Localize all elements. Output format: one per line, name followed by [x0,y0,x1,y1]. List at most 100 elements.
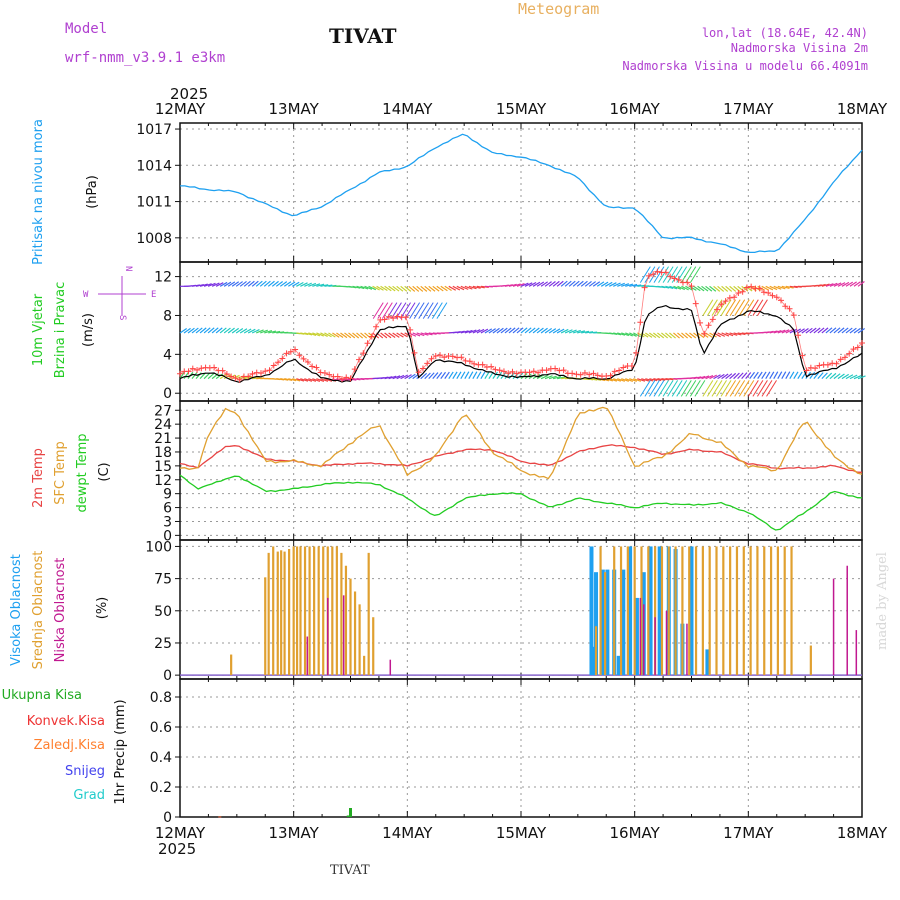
wind-direction-arrow [324,332,332,338]
wind-direction-arrow [316,283,325,287]
wind-direction-arrow [653,332,661,339]
wind-speed-point [356,356,363,363]
wind-direction-arrow [633,332,641,338]
wind-direction-arrow [637,378,646,382]
wind-direction-arrow [259,280,267,287]
wind-direction-arrow [845,281,854,287]
wind-speed-point [637,319,644,326]
wind-direction-arrow [765,330,774,334]
wind-speed-point [411,349,418,356]
wind-direction-arrow [857,328,865,334]
pressure-ytick-label: 1017 [136,122,172,138]
wind-direction-arrow [215,282,224,287]
wind-direction-arrow [673,285,682,290]
wind-direction-arrow [661,378,670,381]
wind-direction-arrow [420,285,428,292]
cloud-mid-bar [749,546,752,676]
cloud-low-bar [855,630,858,676]
cloud-mid-ylabel: Srednja Oblacnost [31,551,46,670]
sfc-temp-line [179,406,863,480]
wind-speed-point [419,365,426,372]
temp-unit: (C) [97,462,112,481]
wind-direction-arrow [179,328,187,334]
wind-speed-point [368,333,375,340]
cloud-mid-bar [790,546,793,676]
wind-speed-point [338,375,345,382]
wind-speed-point [509,368,516,375]
wind-direction-arrow [408,285,416,292]
wind-gust-hatch [658,266,669,283]
cloud-mid-bar [322,546,325,676]
wind-direction-arrow [857,375,866,380]
wind-gust-hatch [431,302,443,319]
wind-direction-arrow [320,378,329,382]
cloud-mid-bar [763,546,766,676]
wind-speed-point [245,373,252,380]
wind-direction-arrow [356,285,365,290]
lonlat-label: lon,lat (18.64E, 42.4N) [702,26,868,40]
wind-direction-arrow [320,284,329,287]
wind-direction-arrow [593,378,602,381]
wind-direction-arrow [468,285,477,290]
wind-direction-arrow [484,371,490,379]
wind-direction-arrow [841,373,850,380]
wind-direction-arrow [520,327,528,334]
wind-speed-point [424,360,431,367]
compass-w: W [83,290,89,300]
cloud-mid-bar [626,546,629,676]
wind-direction-arrow [625,283,634,287]
wind-direction-arrow [849,281,857,287]
wind-direction-arrow [617,378,626,382]
precip-total-bar [346,815,350,817]
wind-direction-arrow [677,285,686,291]
wind-gust-hatch [738,380,750,397]
wind-direction-arrow [677,332,684,339]
cloud-low-bar [832,578,835,676]
wind-direction-arrow [781,285,790,289]
wind-direction-arrow [580,280,588,287]
wind-direction-arrow [400,332,408,338]
wind-direction-arrow [785,328,794,334]
cloud-high-bar [621,569,626,676]
wind-direction-arrow [428,372,435,380]
cloud-high-bar [589,546,594,676]
wind-speed-point [633,349,640,356]
wind-direction-arrow [195,283,204,287]
wind-direction-arrow [765,285,774,291]
legend-total-rain: Ukupna Kisa [2,688,82,703]
cloud-mid-bar [230,654,233,676]
wind-direction-arrow [187,327,195,334]
wind-direction-arrow [203,327,211,334]
wind-direction-arrow [336,332,344,338]
cloud-mid-bar [722,546,725,676]
cloud-mid-bar [701,546,704,676]
wind-direction-arrow [308,282,317,287]
wind-direction-arrow [344,332,352,339]
wind-direction-arrow [396,285,404,292]
wind-direction-arrow [460,371,466,379]
cloud-high-bar [591,646,596,676]
wind-speed-point [262,368,269,375]
wind-direction-arrow [572,280,580,287]
cloud-low-bar [389,659,392,676]
wind-direction-arrow [697,332,705,339]
wind-direction-arrow [460,330,469,334]
wind-direction-arrow [536,281,545,287]
wind-direction-arrow [709,285,717,292]
wind-direction-arrow [508,283,517,287]
wind-direction-arrow [641,378,650,382]
wind-gust-hatch [680,380,692,397]
wind-speed-point [773,294,780,301]
wind-direction-arrow [516,327,524,334]
legend-convective-rain: Konvek.Kisa [27,714,105,729]
wind-speed-point [654,268,661,275]
wind-direction-arrow [669,285,678,290]
wind-direction-arrow [625,378,634,382]
wind-direction-arrow [424,285,432,292]
wind-speed-point [748,283,755,290]
wind-gust-hatch [413,302,425,319]
wind-direction-arrow [239,280,247,287]
wind-direction-arrow [568,329,577,334]
wind-direction-arrow [284,378,293,382]
wind-direction-arrow [773,371,779,379]
